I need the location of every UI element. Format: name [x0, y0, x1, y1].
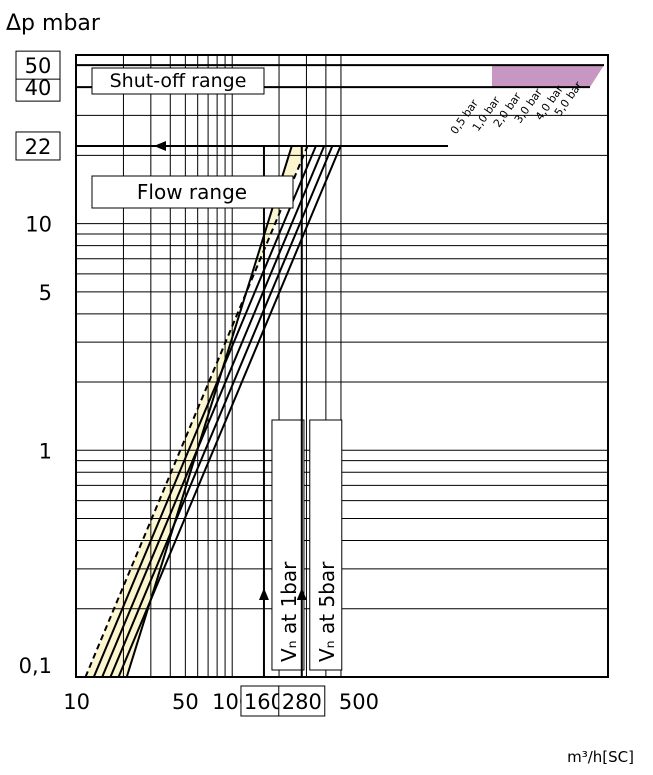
y-tick-label: 50 — [25, 54, 52, 78]
y-tick-label: 22 — [25, 135, 52, 159]
x-tick-label: 280 — [282, 690, 322, 714]
series-line — [109, 145, 334, 677]
x-tick-label: 160 — [244, 690, 284, 714]
y-tick-label: 0,1 — [19, 654, 52, 678]
shut-off-range-band — [492, 65, 604, 88]
shut-off-range-label: Shut-off range — [110, 70, 247, 92]
y-tick-label-box — [15, 131, 61, 161]
y-tick-label: 10 — [25, 213, 52, 237]
y-tick-label: 1 — [39, 439, 52, 463]
vn-label-box — [271, 419, 305, 671]
series-line — [92, 145, 317, 677]
flow-range-label: Flow range — [137, 180, 247, 204]
shut-off-range-label-box — [91, 67, 265, 95]
flow-range-label-box — [91, 175, 294, 209]
vn-label: Vₙ at 1bar — [277, 561, 301, 662]
x-axis-title: m³/h[SC] — [567, 748, 634, 766]
x-tick-label: 10 — [63, 690, 90, 714]
y-tick-label-box — [15, 50, 61, 80]
plot-frame — [75, 54, 609, 678]
flow-range-band — [85, 145, 308, 677]
arrow-up-icon — [296, 588, 307, 600]
series-line — [101, 145, 326, 677]
x-tick-label: 50 — [172, 690, 199, 714]
y-tick-label: 5 — [39, 281, 52, 305]
vn-label-box — [309, 419, 343, 671]
y-axis-title: Δp mbar — [6, 11, 101, 36]
series-line — [84, 145, 309, 677]
arrow-up-icon — [258, 588, 269, 600]
x-tick-label: 500 — [339, 690, 379, 714]
x-tick-label-box — [278, 685, 326, 717]
arrow-left-icon — [154, 140, 166, 151]
y-tick-label: 40 — [25, 76, 52, 100]
series-line — [117, 145, 342, 677]
vn-label: Vₙ at 5bar — [315, 561, 339, 662]
